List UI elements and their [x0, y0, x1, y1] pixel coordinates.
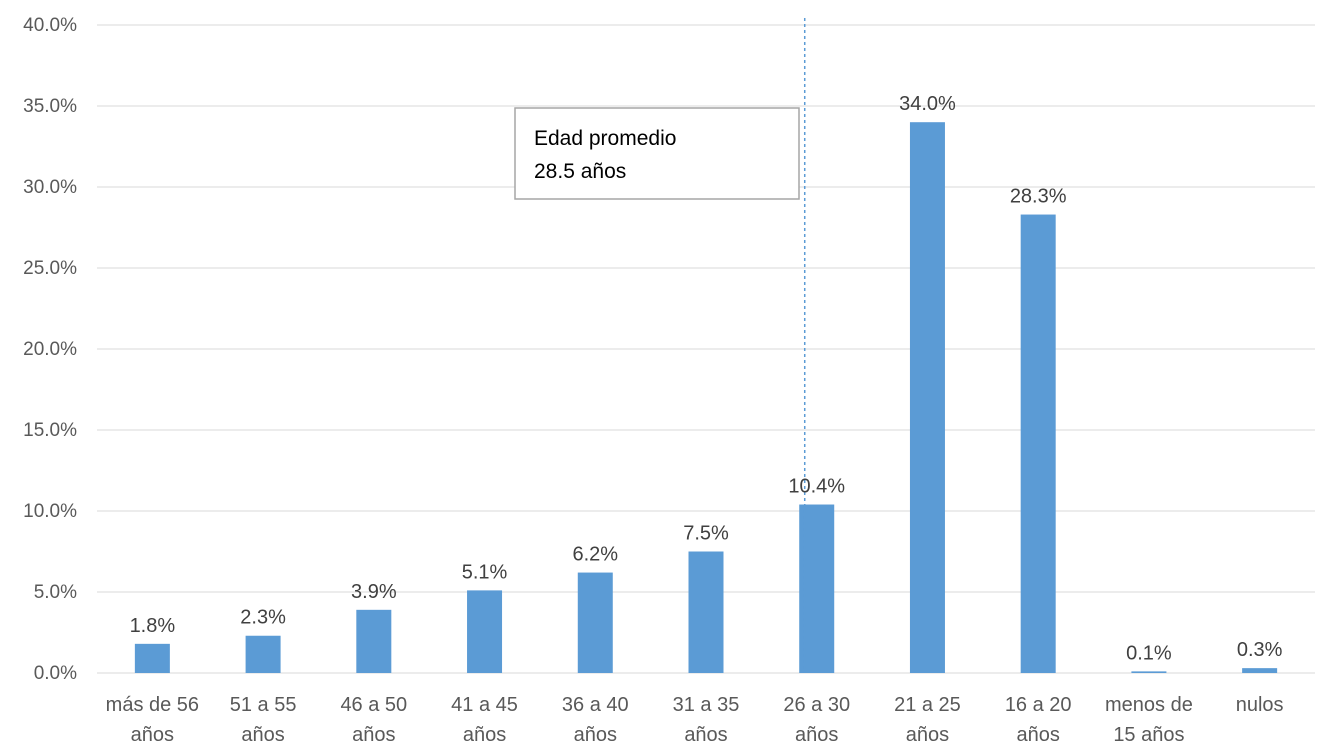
annotation-line-2: 28.5 años: [534, 160, 626, 183]
data-label: 2.3%: [240, 607, 286, 629]
bars: [134, 122, 1278, 674]
x-category-label: 16 a 20: [1005, 694, 1072, 716]
y-tick-label: 40.0%: [23, 15, 77, 36]
x-category-label: 31 a 35: [673, 694, 740, 716]
bar: [909, 122, 945, 673]
data-labels: 1.8% 2.3% 3.9% 5.1% 6.2% 7.5% 10.4% 34.0% 28.3% 0…: [130, 93, 1283, 664]
data-label: 3.9%: [351, 581, 397, 603]
data-label: 0.1%: [1126, 642, 1172, 664]
y-tick-label: 10.0%: [23, 501, 77, 522]
x-category-label: menos de: [1105, 694, 1193, 716]
gridlines: [97, 24, 1315, 674]
bar: [467, 590, 503, 673]
data-label: 10.4%: [788, 476, 845, 498]
bar: [1020, 214, 1056, 674]
y-tick-label: 0.0%: [34, 663, 77, 684]
data-label: 34.0%: [899, 93, 956, 115]
data-label: 7.5%: [683, 523, 729, 545]
x-category-label: años: [906, 724, 949, 746]
y-tick-label: 15.0%: [23, 420, 77, 441]
average-age-annotation: Edad promedio 28.5 años: [514, 107, 800, 200]
x-category-label: 21 a 25: [894, 694, 961, 716]
y-tick-label: 35.0%: [23, 96, 77, 117]
bar: [1131, 671, 1167, 673]
x-category-label: años: [131, 724, 174, 746]
data-label: 1.8%: [130, 615, 176, 637]
x-category-label: 46 a 50: [340, 694, 407, 716]
bar: [688, 551, 724, 673]
x-category-label: años: [1016, 724, 1059, 746]
x-category-label: años: [684, 724, 727, 746]
data-label: 5.1%: [462, 561, 508, 583]
y-axis-ticks: 0.0% 5.0% 10.0% 15.0% 20.0% 25.0% 30.0% 35.0% 40…: [23, 15, 77, 684]
bar: [577, 572, 613, 673]
data-label: 0.3%: [1237, 639, 1283, 661]
y-tick-label: 5.0%: [34, 582, 77, 603]
x-category-label: nulos: [1236, 694, 1284, 716]
x-category-label: años: [241, 724, 284, 746]
bar: [356, 609, 392, 673]
x-category-label: años: [795, 724, 838, 746]
x-category-label: años: [574, 724, 617, 746]
data-label: 28.3%: [1010, 186, 1067, 208]
x-category-label: 36 a 40: [562, 694, 629, 716]
y-tick-label: 20.0%: [23, 339, 77, 360]
x-category-label: 51 a 55: [230, 694, 297, 716]
annotation-box: [514, 107, 800, 200]
x-category-label: años: [463, 724, 506, 746]
bar: [245, 635, 281, 673]
data-label: 6.2%: [572, 544, 618, 566]
y-tick-label: 30.0%: [23, 177, 77, 198]
x-category-label: años: [352, 724, 395, 746]
x-category-label: 26 a 30: [783, 694, 850, 716]
bar: [134, 643, 170, 673]
x-category-label: 41 a 45: [451, 694, 518, 716]
x-axis-categories: más de 56 años 51 a 55 años 46 a 50 años 41 a …: [106, 694, 1284, 746]
y-tick-label: 25.0%: [23, 258, 77, 279]
x-category-label: 15 años: [1113, 724, 1184, 746]
annotation-line-1: Edad promedio: [534, 127, 676, 150]
bar: [1242, 668, 1278, 673]
x-category-label: más de 56: [106, 694, 199, 716]
